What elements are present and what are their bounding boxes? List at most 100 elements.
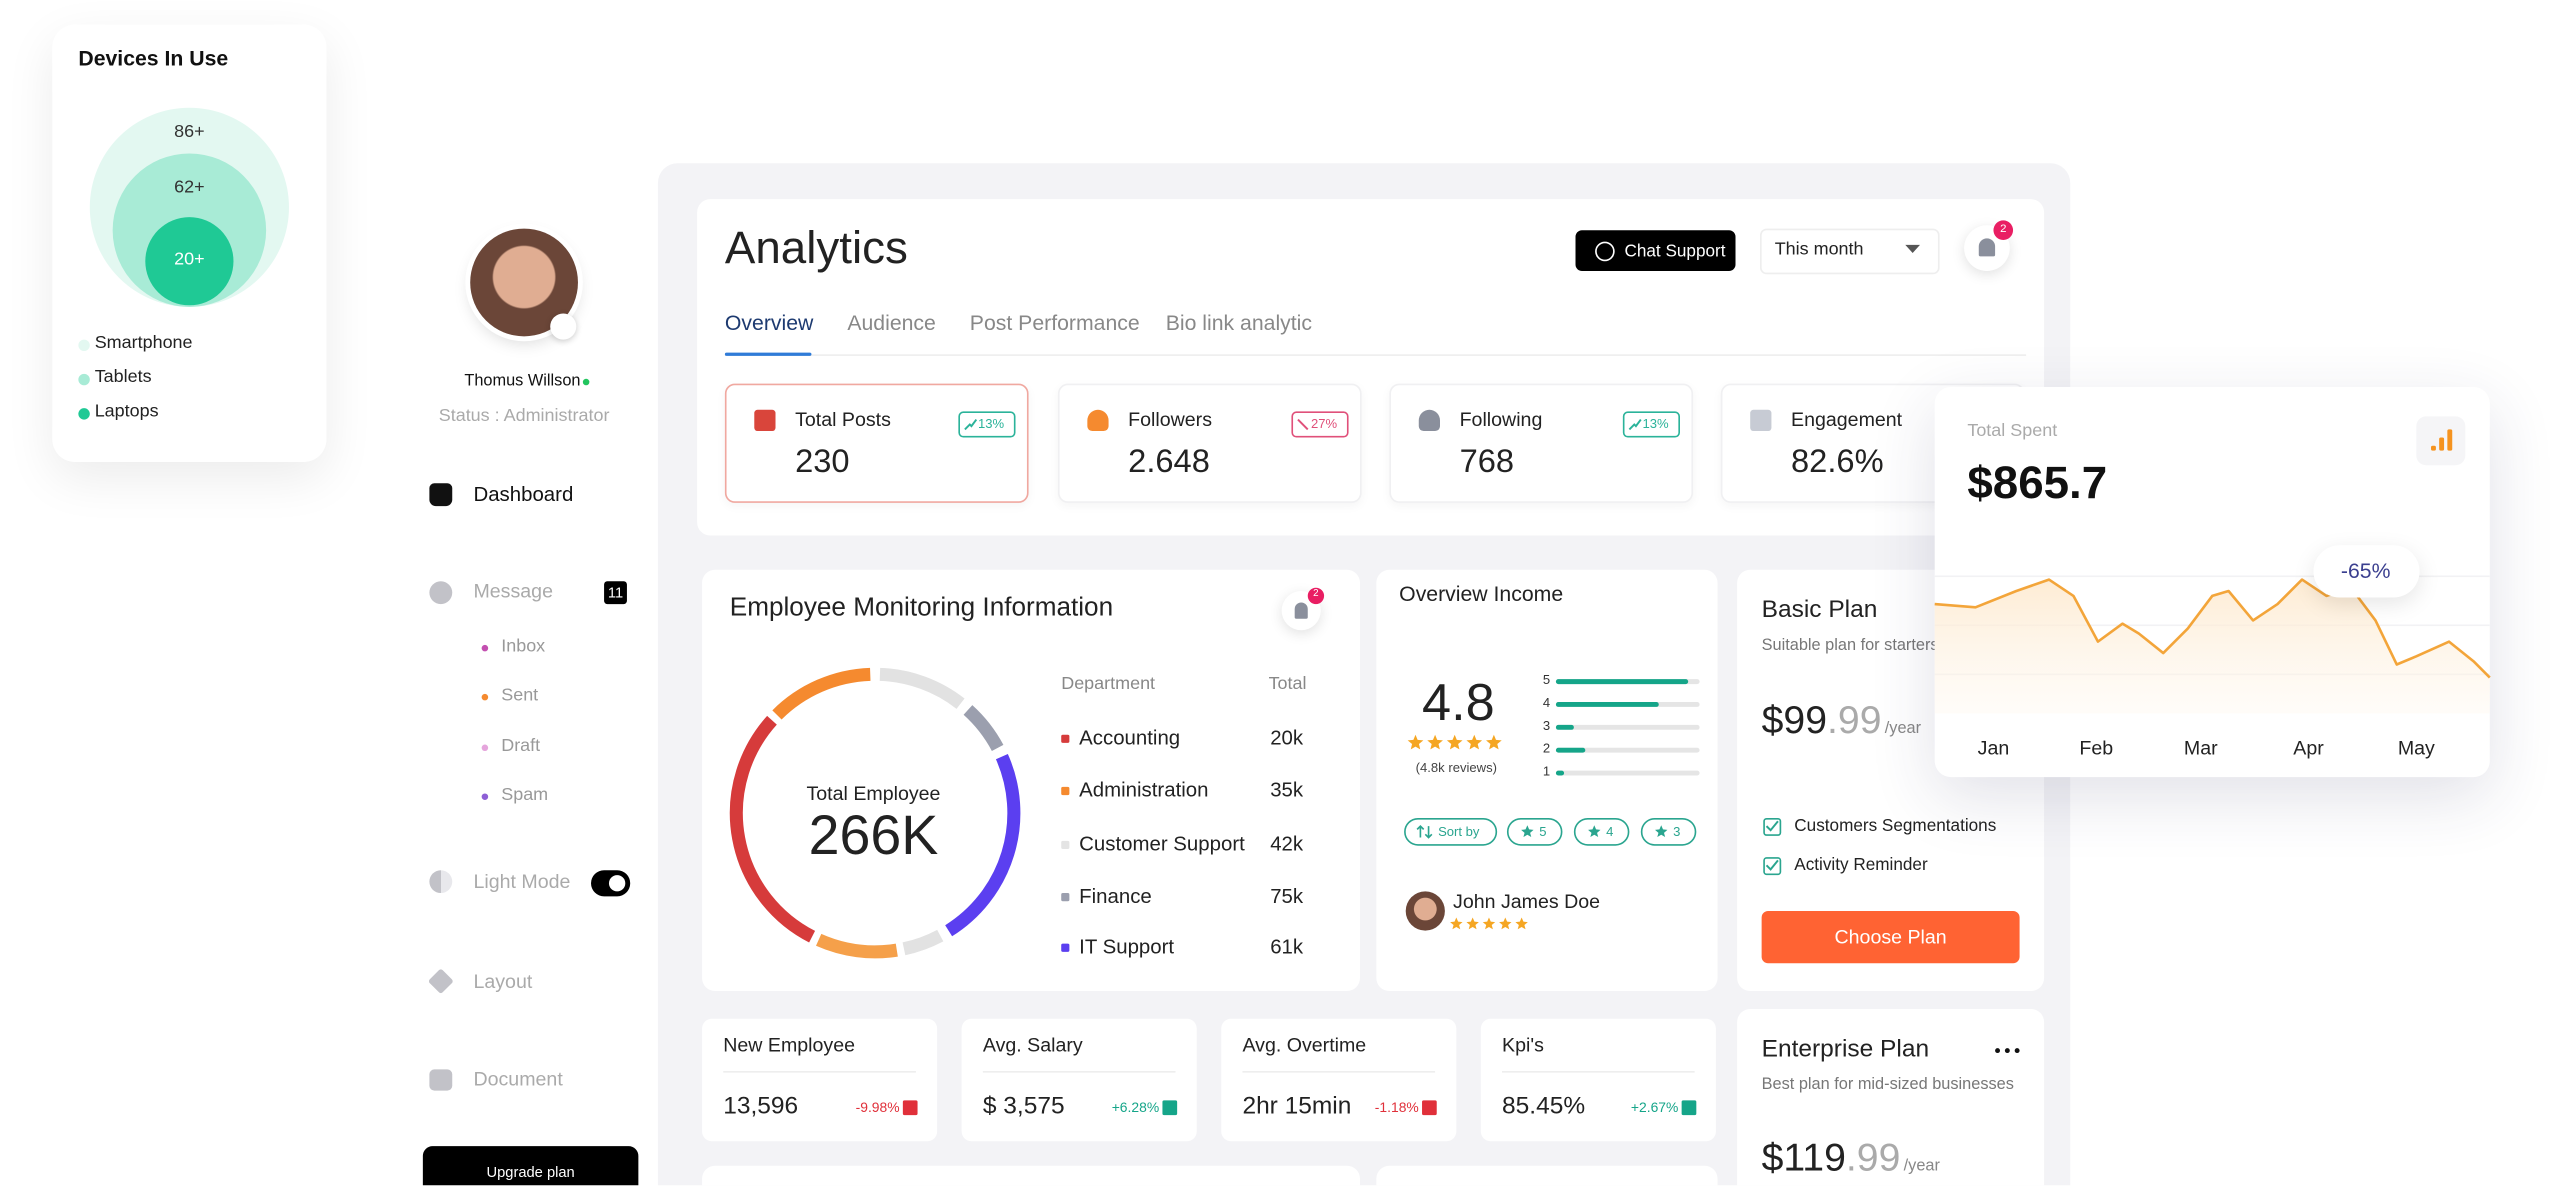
checkbox[interactable] (1763, 856, 1782, 875)
card-title: Devices In Use (78, 46, 229, 71)
spent-icon (2431, 429, 2453, 451)
nav-item[interactable]: Dashboard (473, 482, 574, 506)
rating-bar-fill (1555, 724, 1574, 729)
metric-change-icon (1162, 1100, 1178, 1116)
more-dot[interactable] (2013, 1048, 2019, 1054)
spent-label: Total Spent (1967, 421, 2058, 442)
bubble-label: 86+ (174, 123, 205, 143)
bubble (145, 217, 234, 306)
reviewer-name: John James Doe (1453, 889, 1601, 913)
stat-label: Engagement (1791, 407, 1903, 431)
star-icon (1466, 734, 1483, 750)
month-label: Mar (2183, 735, 2218, 759)
rating-bar-label: 2 (1542, 741, 1551, 757)
caret (1905, 244, 1920, 254)
nav-icon (429, 581, 453, 605)
page-title: Analytics (724, 222, 908, 273)
plan-title: Basic Plan (1761, 595, 1878, 624)
period-select[interactable] (1759, 228, 1940, 275)
filter-chip[interactable] (1506, 817, 1563, 846)
upgrade-button[interactable] (422, 1146, 639, 1186)
filter-label: 5 (1539, 823, 1547, 839)
stat-icon (754, 409, 776, 432)
bottom-card (1376, 1165, 1718, 1186)
message-badge-count: 11 (607, 583, 624, 601)
chip-icon (1588, 825, 1601, 838)
rating-bar-track (1555, 724, 1700, 729)
choose-plan-button[interactable] (1761, 911, 2020, 964)
reviewer-stars (1450, 917, 1528, 930)
more-dot[interactable] (2004, 1048, 2009, 1054)
donut-label: Total Employee (806, 781, 941, 805)
department-dot (1061, 892, 1070, 901)
tab[interactable]: Post Performance (969, 310, 1140, 335)
submenu-item[interactable]: Spam (501, 785, 549, 806)
metric-value: 85.45% (1502, 1092, 1586, 1120)
price-cents: .99 (1845, 1136, 1901, 1181)
sort-icon (1416, 824, 1433, 839)
plan-subtitle: Suitable plan for starters (1761, 636, 1939, 655)
bell-badge-count: 2 (2000, 223, 2007, 235)
rating-bar-label: 5 (1542, 672, 1551, 688)
filter-chip[interactable] (1640, 817, 1697, 846)
metric-change: +2.67% (1630, 1098, 1679, 1115)
change-arrow (1297, 418, 1309, 431)
check-mark (1765, 820, 1779, 832)
star-icon (1486, 734, 1502, 750)
metric-change-icon (1681, 1100, 1697, 1116)
nav-item[interactable]: Light Mode (473, 869, 571, 893)
metric-change-icon (1422, 1100, 1437, 1116)
donut-segment (879, 667, 965, 709)
more-dot[interactable] (1994, 1048, 2000, 1054)
icon-bar (2447, 429, 2453, 451)
submenu-dot (481, 793, 489, 800)
submenu-item[interactable]: Sent (501, 686, 539, 706)
nav-item[interactable]: Layout (473, 969, 533, 993)
donut-segment (963, 705, 1004, 752)
metric-card (702, 1018, 938, 1142)
card-title: Employee Monitoring Information (729, 594, 1114, 623)
metric-value: 13,596 (723, 1092, 799, 1120)
star-icon (1427, 734, 1443, 750)
tab[interactable]: Audience (847, 310, 936, 335)
month-label: Jan (1977, 735, 2010, 759)
plan-price: $99.99/year (1762, 699, 1921, 745)
nav-item[interactable]: Message (473, 579, 553, 603)
star-icon (1588, 825, 1601, 838)
department-dot (1061, 839, 1070, 849)
toggle-knob (608, 875, 626, 892)
star-icon (1482, 917, 1496, 930)
stat-value: 82.6% (1791, 444, 1884, 480)
nav-item[interactable]: Document (473, 1067, 563, 1091)
tab[interactable]: Bio link analytic (1165, 310, 1313, 335)
metric-label: New Employee (723, 1033, 856, 1056)
change-arrow (964, 419, 978, 431)
metric-divider (982, 1071, 1176, 1073)
metric-change-icon (902, 1100, 918, 1116)
devices-bubbles (89, 107, 289, 307)
upgrade-label: Upgrade plan (486, 1163, 575, 1180)
filter-chip[interactable] (1404, 817, 1498, 846)
department-dot (1061, 786, 1070, 795)
filter-chip[interactable] (1573, 817, 1630, 846)
bottom-card (702, 1165, 1360, 1186)
submenu-item[interactable]: Inbox (501, 637, 546, 657)
donut-segment (816, 933, 898, 959)
choose-plan-label: Choose Plan (1834, 925, 1947, 949)
column-header: Total (1268, 674, 1307, 695)
tab[interactable]: Overview (724, 310, 814, 335)
stat-icon (1418, 409, 1440, 432)
stat-change: 13% (1642, 416, 1669, 432)
stat-card (1057, 383, 1362, 503)
nav-icon (427, 968, 454, 995)
month-label: May (2397, 735, 2435, 759)
checkbox[interactable] (1763, 817, 1782, 836)
spent-badge-label: -65% (2340, 558, 2391, 584)
submenu-item[interactable]: Draft (501, 736, 541, 757)
rating-bar-fill (1555, 678, 1689, 684)
message-badge (604, 581, 627, 605)
chip-icon (1521, 825, 1534, 838)
star-icon (1407, 734, 1424, 750)
online-dot (582, 378, 590, 386)
